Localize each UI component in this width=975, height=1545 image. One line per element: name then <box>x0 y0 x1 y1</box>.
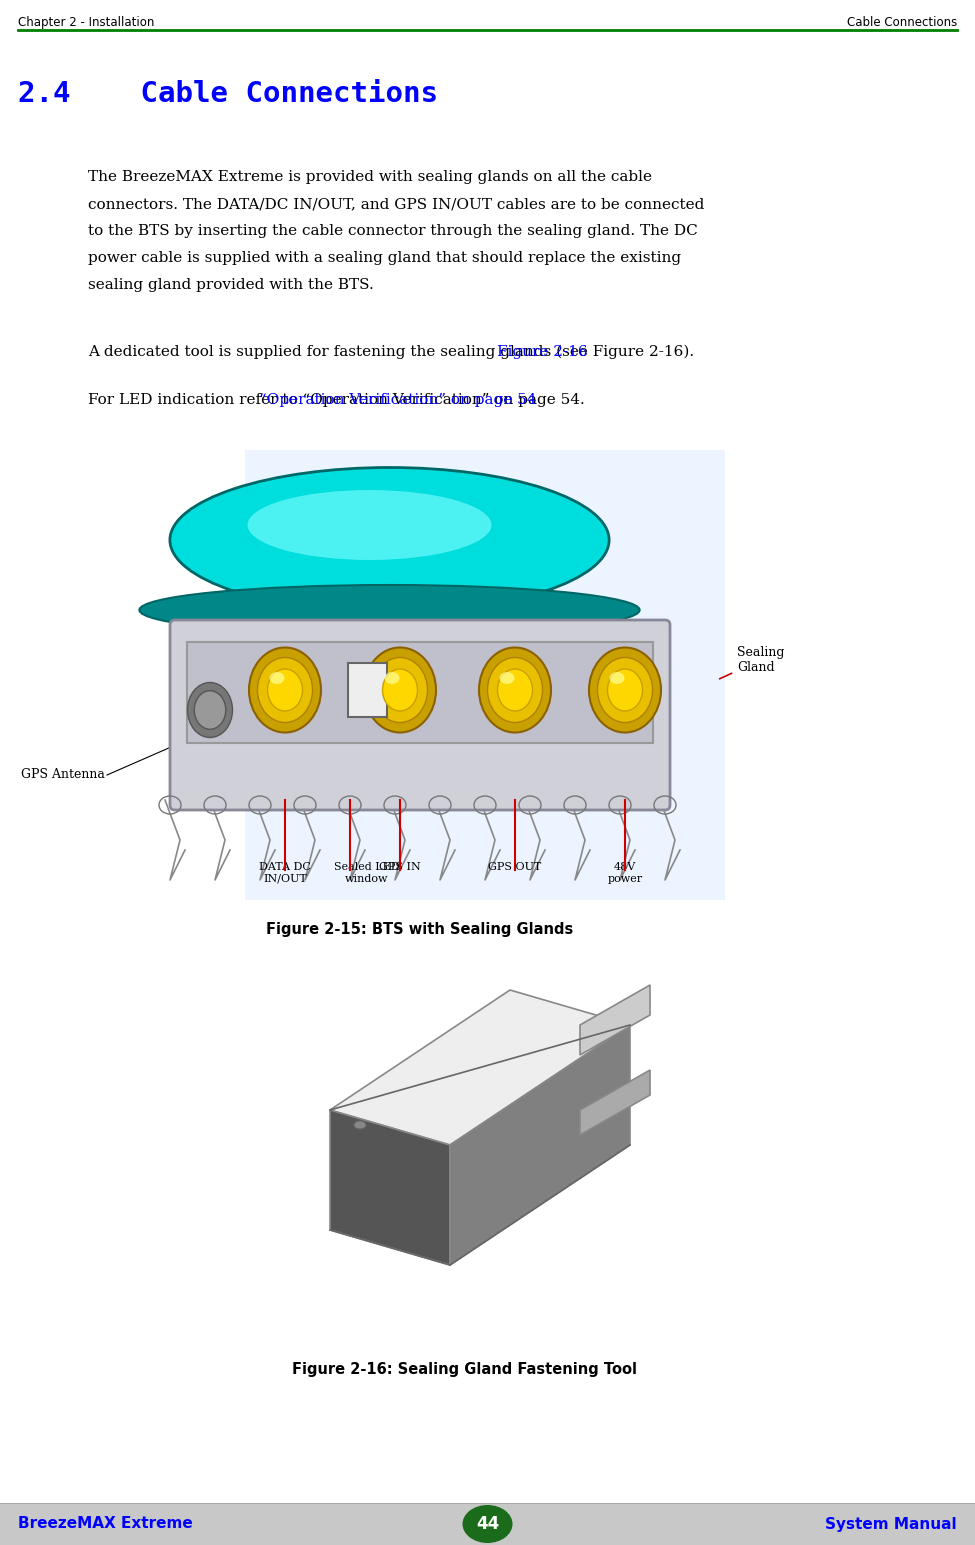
Text: Figure 2-16: Figure 2-16 <box>496 345 587 358</box>
Text: BreezeMAX Extreme: BreezeMAX Extreme <box>18 1517 193 1531</box>
FancyBboxPatch shape <box>170 620 670 810</box>
Text: System Manual: System Manual <box>826 1517 957 1531</box>
Text: Sealed LED
window: Sealed LED window <box>334 862 400 884</box>
Text: GPS IN: GPS IN <box>379 862 421 871</box>
Text: sealing gland provided with the BTS.: sealing gland provided with the BTS. <box>88 278 373 292</box>
Ellipse shape <box>194 691 226 729</box>
Text: GPS OUT: GPS OUT <box>488 862 542 871</box>
Ellipse shape <box>497 669 532 711</box>
Ellipse shape <box>488 658 542 723</box>
Text: power cable is supplied with a sealing gland that should replace the existing: power cable is supplied with a sealing g… <box>88 250 682 266</box>
Text: Sealing
Gland: Sealing Gland <box>720 646 785 678</box>
Text: 2.4    Cable Connections: 2.4 Cable Connections <box>18 80 438 108</box>
Text: The BreezeMAX Extreme is provided with sealing glands on all the cable: The BreezeMAX Extreme is provided with s… <box>88 170 652 184</box>
Ellipse shape <box>598 658 652 723</box>
Text: For LED indication refer to “Operation Verification” on page 54.: For LED indication refer to “Operation V… <box>88 392 585 406</box>
Ellipse shape <box>364 647 436 732</box>
Ellipse shape <box>462 1505 513 1543</box>
Ellipse shape <box>249 647 321 732</box>
Polygon shape <box>450 1024 630 1265</box>
Ellipse shape <box>372 658 427 723</box>
Ellipse shape <box>382 669 417 711</box>
FancyBboxPatch shape <box>348 663 387 717</box>
Ellipse shape <box>257 658 313 723</box>
Ellipse shape <box>354 1122 366 1129</box>
Polygon shape <box>580 1071 650 1136</box>
Ellipse shape <box>139 586 640 635</box>
Ellipse shape <box>609 672 625 684</box>
FancyBboxPatch shape <box>250 1010 680 1340</box>
FancyBboxPatch shape <box>245 450 725 901</box>
Text: A dedicated tool is supplied for fastening the sealing glands (see Figure 2-16).: A dedicated tool is supplied for fasteni… <box>88 345 694 360</box>
Ellipse shape <box>607 669 643 711</box>
Text: “Operation Verification” on page 54: “Operation Verification” on page 54 <box>258 392 536 406</box>
Ellipse shape <box>589 647 661 732</box>
Text: Chapter 2 - Installation: Chapter 2 - Installation <box>18 15 154 29</box>
Ellipse shape <box>269 672 285 684</box>
Ellipse shape <box>170 468 609 612</box>
Text: Figure 2-16: Sealing Gland Fastening Tool: Figure 2-16: Sealing Gland Fastening Too… <box>292 1363 638 1377</box>
Text: to the BTS by inserting the cable connector through the sealing gland. The DC: to the BTS by inserting the cable connec… <box>88 224 698 238</box>
Polygon shape <box>580 986 650 1055</box>
FancyBboxPatch shape <box>115 430 725 901</box>
Ellipse shape <box>499 672 515 684</box>
Polygon shape <box>330 990 630 1145</box>
Ellipse shape <box>384 672 400 684</box>
FancyBboxPatch shape <box>0 1503 975 1545</box>
Ellipse shape <box>267 669 302 711</box>
Text: connectors. The DATA/DC IN/OUT, and GPS IN/OUT cables are to be connected: connectors. The DATA/DC IN/OUT, and GPS … <box>88 198 704 212</box>
Text: 44: 44 <box>476 1516 499 1533</box>
Text: Cable Connections: Cable Connections <box>846 15 957 29</box>
Ellipse shape <box>479 647 551 732</box>
FancyBboxPatch shape <box>187 643 653 743</box>
Polygon shape <box>330 1109 450 1265</box>
Text: Figure 2-15: BTS with Sealing Glands: Figure 2-15: BTS with Sealing Glands <box>266 922 573 936</box>
Ellipse shape <box>187 683 232 737</box>
Ellipse shape <box>248 490 491 559</box>
Text: 48V
power: 48V power <box>607 862 643 884</box>
Text: GPS Antenna: GPS Antenna <box>21 768 105 782</box>
Text: DATA DC
IN/OUT: DATA DC IN/OUT <box>259 862 311 884</box>
